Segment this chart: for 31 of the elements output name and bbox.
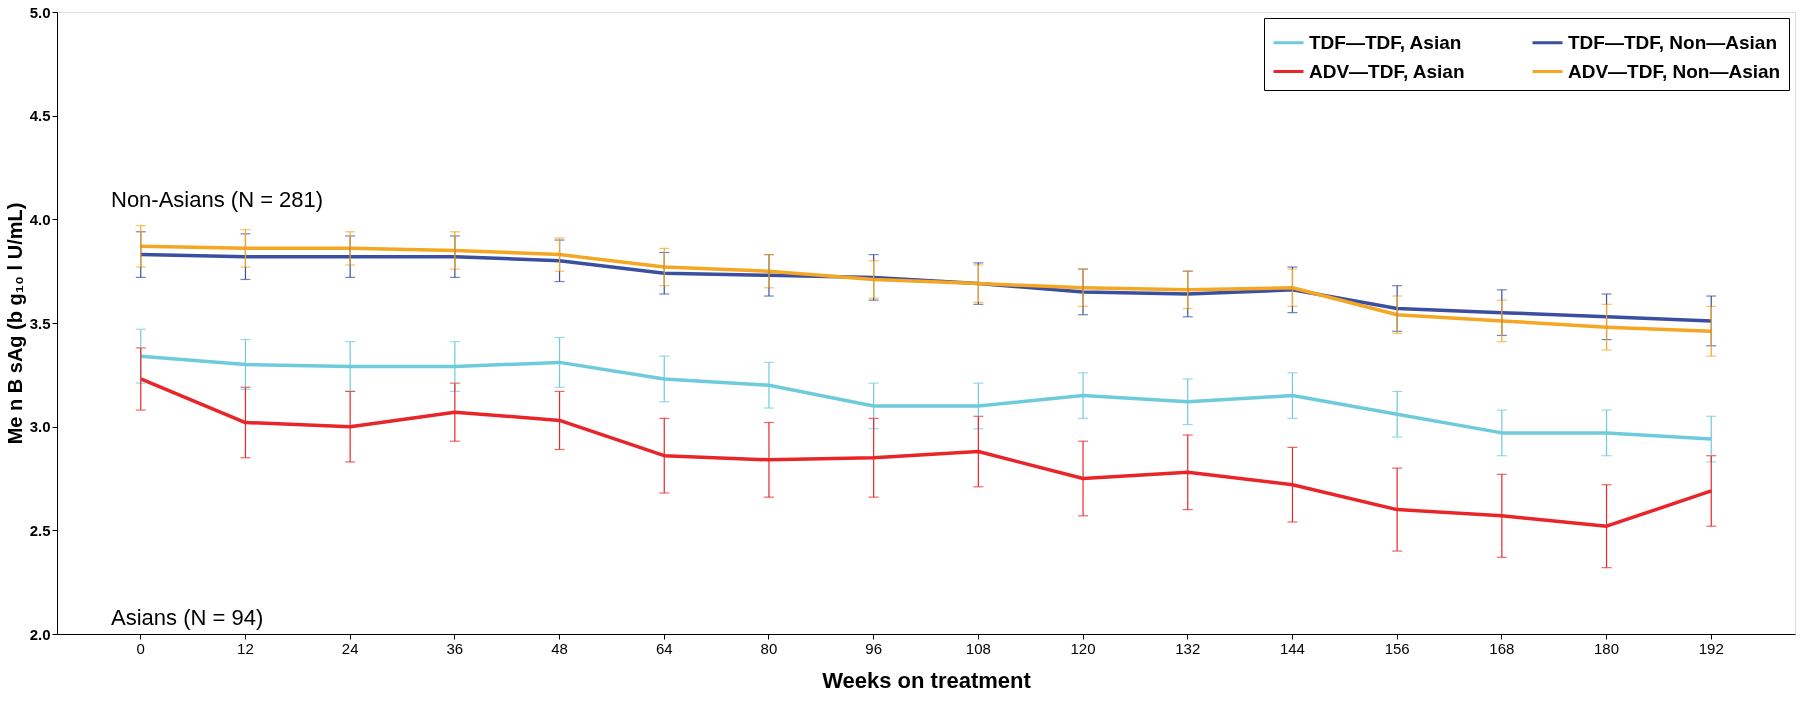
x-tick-label: 80 [760, 639, 778, 657]
x-tick-label: 24 [341, 639, 359, 657]
x-tick-label: 132 [1175, 639, 1201, 657]
x-tick-label: 180 [1594, 639, 1620, 657]
y-tick-label: 3.0 [29, 418, 51, 436]
x-tick-label: 64 [655, 639, 673, 657]
y-tick-label: 2.0 [29, 625, 51, 643]
legend-label: TDF—TDF, Non—Asian [1568, 31, 1777, 53]
y-tick-label: 4.5 [29, 107, 51, 125]
x-tick-label: 120 [1070, 639, 1096, 657]
y-tick-label: 4.0 [29, 210, 51, 228]
x-tick-label: 192 [1698, 639, 1724, 657]
annotation: Asians (N = 94) [111, 604, 264, 630]
annotation: Non-Asians (N = 281) [111, 186, 324, 212]
x-tick-label: 144 [1279, 639, 1305, 657]
x-tick-label: 0 [136, 639, 145, 657]
y-tick-label: 2.5 [29, 521, 51, 539]
legend-label: ADV—TDF, Asian [1309, 60, 1465, 82]
x-axis-title: Weeks on treatment [822, 667, 1032, 693]
x-tick-label: 168 [1489, 639, 1515, 657]
x-tick-label: 156 [1384, 639, 1410, 657]
x-tick-label: 96 [865, 639, 882, 657]
y-tick-label: 5.0 [29, 3, 51, 21]
y-tick-label: 3.5 [29, 314, 51, 332]
x-tick-label: 48 [551, 639, 568, 657]
x-tick-label: 36 [446, 639, 464, 657]
legend-label: ADV—TDF, Non—Asian [1568, 60, 1781, 82]
y-axis-title: Me n B sAg (b g₁₀ l U/mL) [3, 202, 26, 445]
legend-label: TDF—TDF, Asian [1309, 31, 1462, 53]
x-tick-label: 12 [237, 639, 254, 657]
x-tick-label: 108 [965, 639, 991, 657]
